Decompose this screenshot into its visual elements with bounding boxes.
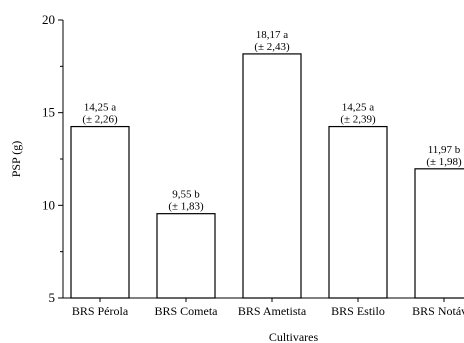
bar-error-label: (± 2,26) — [82, 114, 118, 126]
bar-error-label: (± 1,83) — [168, 201, 204, 213]
bar-error-label: (± 1,98) — [426, 156, 462, 168]
x-tick-labels-group: BRS Pérola BRS Cometa BRS Ametista BRS Esti… — [72, 298, 464, 318]
data-labels-group: 14,25 a(± 2,26)9,55 b(± 1,83)18,17 a(± 2… — [82, 29, 462, 213]
bar-error-label: (± 2,39) — [340, 114, 376, 126]
x-tick-label: BRS Pérola — [72, 304, 129, 318]
bar-value-label: 14,25 a — [342, 102, 375, 114]
y-axis-title: PSP (g) — [9, 141, 23, 178]
bar-value-label: 18,17 a — [256, 29, 289, 41]
x-axis-title: Cultivares — [269, 330, 319, 343]
bar-value-label: 9,55 b — [172, 189, 200, 201]
bar-value-label: 11,97 b — [428, 144, 461, 156]
x-tick-label: BRS Cometa — [154, 304, 218, 318]
bar-error-label: (± 2,43) — [254, 41, 290, 53]
x-tick-label: BRS Estilo — [331, 304, 385, 318]
bar — [328, 125, 388, 299]
bar-value-label: 14,25 a — [84, 102, 117, 114]
bar — [156, 213, 216, 299]
bar — [414, 168, 464, 299]
y-tick-label: 10 — [42, 197, 55, 212]
bar — [242, 53, 302, 299]
y-tick-label: 20 — [42, 12, 55, 27]
y-tick-label: 5 — [49, 290, 56, 305]
x-tick-label: BRS Ametista — [238, 304, 307, 318]
x-tick-label: BRS Notável — [412, 304, 464, 318]
y-tick-label: 15 — [42, 105, 55, 120]
y-ticks-group: 5 10 15 20 — [42, 12, 63, 305]
bar — [70, 125, 130, 299]
bars-group — [70, 53, 464, 299]
